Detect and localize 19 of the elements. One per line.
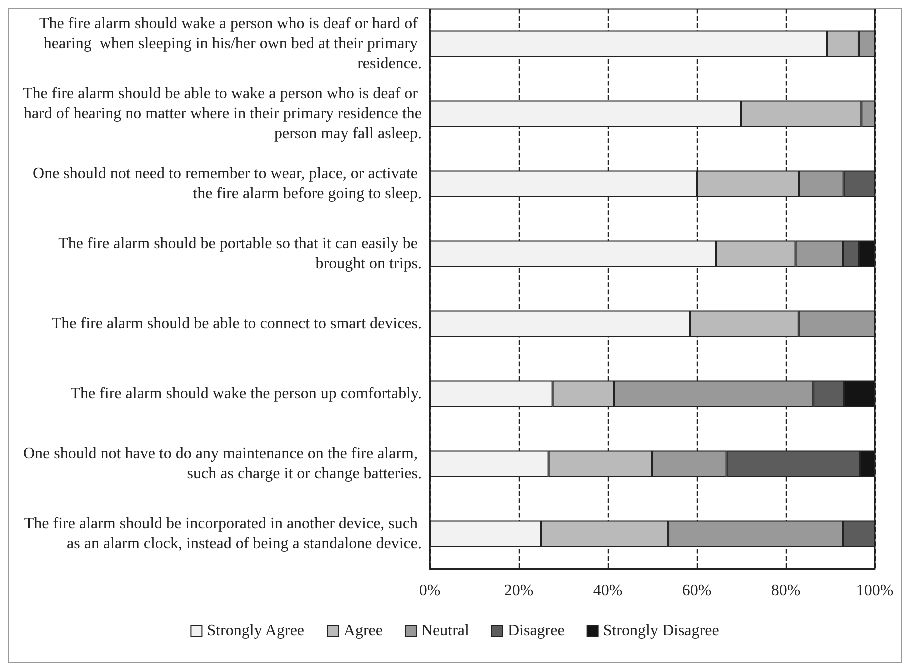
legend-label: Strongly Agree [207, 622, 305, 640]
legend-label: Strongly Disagree [603, 622, 720, 640]
x-tick-label: 100% [856, 582, 894, 600]
legend-label: Disagree [508, 622, 565, 640]
legend-label: Agree [344, 622, 383, 640]
y-tick-label: The fire alarm should wake the person up comfortably. [70, 386, 422, 402]
y-tick-label: The fire alarm should be portable so that it can easily be brought on trips. [58, 236, 422, 272]
x-tick-label: 40% [593, 582, 623, 600]
y-tick-label: One should not have to do any maintenance on the fire alarm, such as charge it or change batteries. [23, 446, 422, 482]
x-tick-label: 60% [682, 582, 712, 600]
x-tick-label: 80% [771, 582, 801, 600]
x-tick-label: 0% [419, 582, 441, 600]
y-tick-label: The fire alarm should be incorporated in another device, such as an alarm clock, instead of being a standalone device. [24, 516, 422, 552]
legend-label: Neutral [421, 622, 470, 640]
x-tick-label: 20% [504, 582, 534, 600]
y-tick-label: The fire alarm should wake a person who is deaf or hard of hearing when sleeping in his/her own bed at their primary residence. [39, 16, 422, 72]
y-tick-label: The fire alarm should be able to connect to smart devices. [52, 316, 422, 332]
y-tick-label: One should not need to remember to wear, place, or activate the fire alarm before going to sleep. [33, 166, 422, 202]
y-tick-label: The fire alarm should be able to wake a person who is deaf or hard of hearing no matter where in their primary residence the person may fall asleep. [23, 86, 422, 142]
